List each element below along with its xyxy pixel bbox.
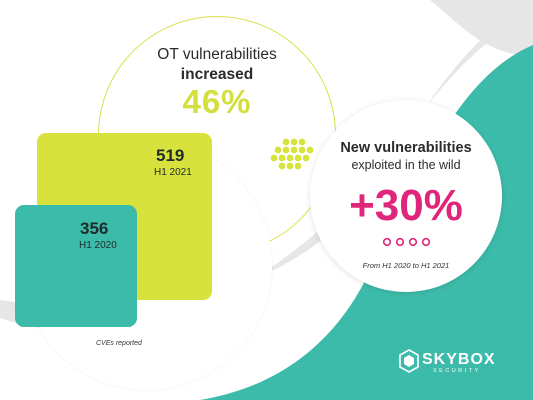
ot-title: OT vulnerabilities: [157, 46, 277, 63]
h1-2020-value: 356: [80, 219, 109, 238]
exploited-percent: +30%: [349, 181, 463, 230]
exploited-period: From H1 2020 to H1 2021: [362, 261, 450, 270]
gray-swoosh-top: [430, 0, 533, 55]
exploited-title: New vulnerabilities: [340, 140, 472, 156]
skybox-logo-icon: [399, 349, 419, 373]
h1-2020-box: [15, 205, 137, 327]
ot-subtitle: increased: [180, 66, 254, 83]
exploited-circle: [310, 100, 502, 292]
exploited-subtitle: exploited in the wild: [351, 158, 461, 172]
brand-tagline: SECURITY: [433, 368, 481, 374]
cves-caption: CVEs reported: [96, 340, 142, 347]
h1-2021-value: 519: [156, 146, 185, 165]
ot-percent: 46%: [182, 83, 252, 120]
h1-2020-label: H1 2020: [79, 240, 117, 251]
honeycomb-dots-icon: [270, 138, 314, 170]
brand-name: SKYBOX: [422, 351, 496, 368]
h1-2021-label: H1 2021: [154, 167, 192, 178]
ring-dots-icon: [382, 237, 431, 247]
